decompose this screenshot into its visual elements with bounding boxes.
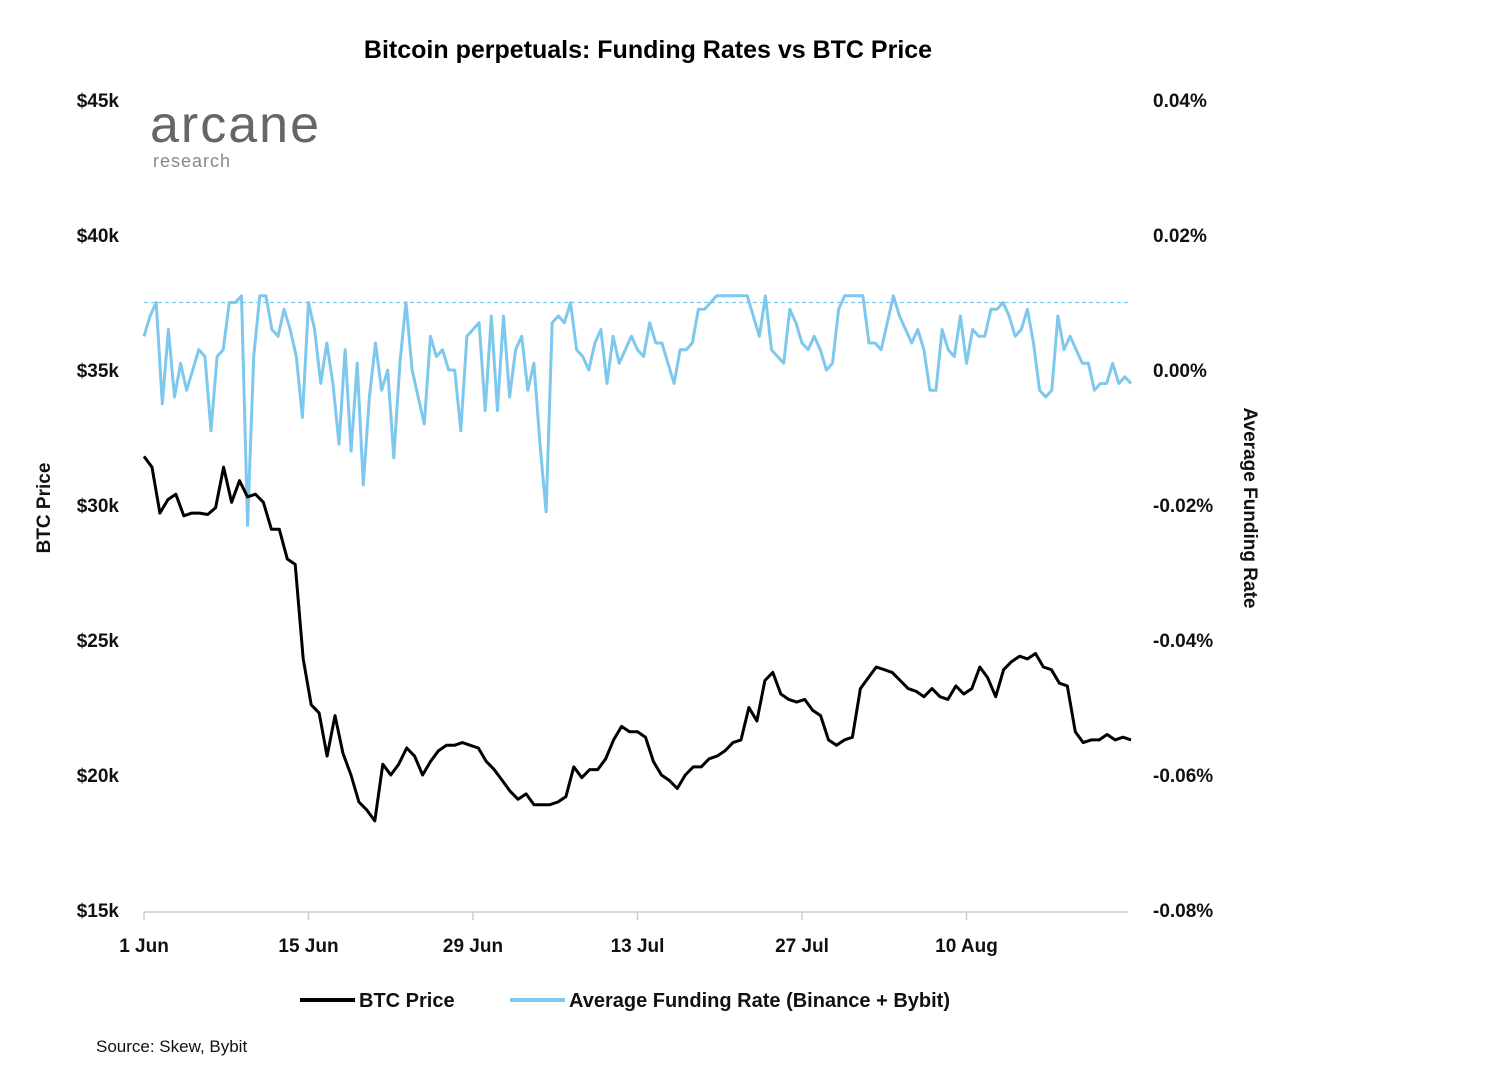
x-axis: 1 Jun 15 Jun 29 Jun 13 Jul 27 Jul 10 Aug (119, 911, 1128, 957)
left-tick-label: $25k (77, 631, 120, 652)
x-tick-label: 1 Jun (119, 936, 169, 957)
source-note: Source: Skew, Bybit (96, 1037, 247, 1056)
left-axis-title: BTC Price (34, 463, 55, 554)
right-tick-label: -0.06% (1153, 766, 1213, 787)
right-tick-label: -0.08% (1153, 901, 1213, 922)
legend-label-funding-rate: Average Funding Rate (Binance + Bybit) (569, 990, 950, 1012)
logo-main-text: arcane (150, 96, 321, 154)
right-tick-label: -0.04% (1153, 631, 1213, 652)
right-tick-label: 0.04% (1153, 91, 1207, 112)
x-tick-label: 10 Aug (935, 936, 998, 957)
funding-rate-series-line (142, 294, 1133, 527)
right-axis-ticks: -0.08% -0.06% -0.04% -0.02% 0.00% 0.02% 0.04% (1153, 91, 1213, 922)
x-tick-label: 15 Jun (278, 936, 338, 957)
left-tick-label: $30k (77, 496, 120, 517)
left-axis-ticks: $15k $20k $25k $30k $35k $40k $45k (77, 91, 120, 922)
left-tick-label: $40k (77, 226, 120, 247)
x-tick-label: 29 Jun (443, 936, 503, 957)
legend-label-btc-price: BTC Price (359, 990, 455, 1012)
btc-price-series-line (142, 455, 1132, 823)
right-tick-label: 0.00% (1153, 361, 1207, 382)
x-tick-label: 13 Jul (611, 936, 665, 957)
left-tick-label: $15k (77, 901, 120, 922)
left-tick-label: $45k (77, 91, 120, 112)
right-tick-label: -0.02% (1153, 496, 1213, 517)
right-axis-title: Average Funding Rate (1239, 408, 1260, 609)
right-tick-label: 0.02% (1153, 226, 1207, 247)
left-tick-label: $35k (77, 361, 120, 382)
logo-sub-text: research (153, 151, 231, 171)
legend: BTC Price Average Funding Rate (Binance … (300, 990, 950, 1012)
x-tick-label: 27 Jul (775, 936, 829, 957)
left-tick-label: $20k (77, 766, 120, 787)
chart-title: Bitcoin perpetuals: Funding Rates vs BTC… (364, 36, 932, 64)
